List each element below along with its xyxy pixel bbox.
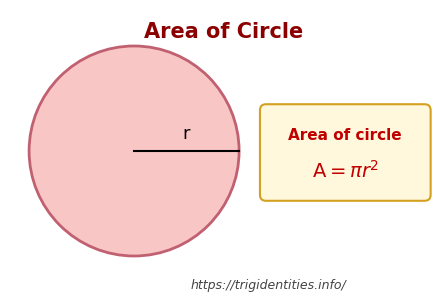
- FancyBboxPatch shape: [260, 104, 430, 201]
- Text: r: r: [183, 125, 190, 143]
- Circle shape: [29, 46, 239, 256]
- Text: $\mathrm{A} = \pi r^2$: $\mathrm{A} = \pi r^2$: [312, 160, 379, 182]
- Text: https://trigidentities.info/: https://trigidentities.info/: [190, 279, 346, 292]
- Text: Area of circle: Area of circle: [288, 128, 402, 143]
- Text: Area of Circle: Area of Circle: [144, 22, 303, 42]
